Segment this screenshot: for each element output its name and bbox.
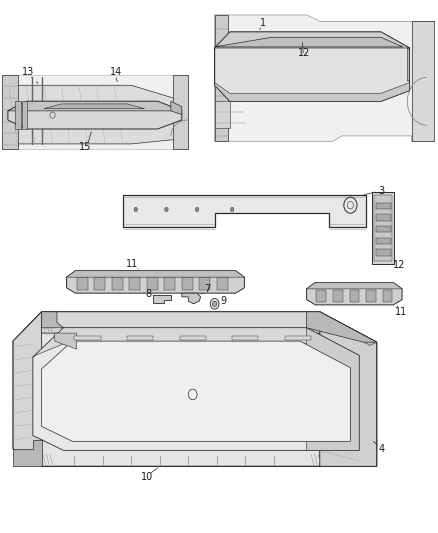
Polygon shape bbox=[15, 101, 21, 129]
Bar bbox=[217, 277, 228, 290]
Polygon shape bbox=[215, 15, 434, 141]
Text: 11: 11 bbox=[395, 307, 407, 317]
Polygon shape bbox=[13, 312, 42, 466]
Polygon shape bbox=[374, 195, 392, 261]
Text: 10: 10 bbox=[141, 472, 153, 482]
Polygon shape bbox=[412, 21, 434, 141]
Polygon shape bbox=[8, 101, 182, 129]
Polygon shape bbox=[320, 312, 377, 466]
Polygon shape bbox=[407, 48, 410, 81]
Circle shape bbox=[210, 298, 219, 309]
Circle shape bbox=[134, 207, 138, 212]
Polygon shape bbox=[171, 101, 182, 115]
Bar bbox=[366, 290, 376, 302]
Polygon shape bbox=[2, 75, 188, 149]
Polygon shape bbox=[67, 271, 244, 293]
Bar bbox=[376, 238, 391, 244]
Bar bbox=[199, 277, 210, 290]
Text: 15: 15 bbox=[79, 142, 92, 152]
Text: 11: 11 bbox=[126, 260, 138, 269]
Text: 4: 4 bbox=[379, 444, 385, 454]
Polygon shape bbox=[22, 101, 27, 129]
Polygon shape bbox=[153, 295, 171, 303]
Text: 3: 3 bbox=[378, 187, 384, 196]
Polygon shape bbox=[307, 282, 402, 289]
Polygon shape bbox=[2, 75, 18, 149]
Text: 1: 1 bbox=[260, 18, 266, 28]
Bar bbox=[350, 290, 359, 302]
Polygon shape bbox=[215, 32, 410, 101]
Polygon shape bbox=[67, 271, 244, 277]
Polygon shape bbox=[42, 341, 350, 441]
Polygon shape bbox=[123, 195, 366, 227]
Text: 12: 12 bbox=[298, 49, 311, 58]
Polygon shape bbox=[33, 328, 359, 357]
Polygon shape bbox=[173, 75, 188, 149]
Text: 7: 7 bbox=[204, 285, 210, 294]
Circle shape bbox=[230, 207, 234, 212]
Polygon shape bbox=[313, 312, 377, 345]
Polygon shape bbox=[13, 312, 377, 466]
Polygon shape bbox=[44, 104, 145, 109]
Polygon shape bbox=[232, 336, 258, 340]
Polygon shape bbox=[33, 328, 359, 450]
Text: 12: 12 bbox=[393, 261, 406, 270]
Bar bbox=[94, 277, 105, 290]
Polygon shape bbox=[4, 85, 184, 144]
Bar bbox=[77, 277, 88, 290]
Polygon shape bbox=[180, 336, 206, 340]
Text: 14: 14 bbox=[110, 68, 122, 77]
Bar bbox=[376, 203, 391, 209]
Polygon shape bbox=[127, 336, 153, 340]
Polygon shape bbox=[74, 336, 101, 340]
Polygon shape bbox=[307, 328, 359, 450]
Bar bbox=[164, 277, 175, 290]
Polygon shape bbox=[307, 312, 377, 342]
Polygon shape bbox=[13, 312, 377, 342]
Polygon shape bbox=[13, 440, 42, 466]
Bar bbox=[376, 249, 391, 256]
Polygon shape bbox=[42, 312, 64, 328]
Polygon shape bbox=[8, 101, 182, 111]
Bar bbox=[112, 277, 123, 290]
Polygon shape bbox=[215, 83, 410, 101]
Polygon shape bbox=[55, 333, 77, 349]
Bar bbox=[147, 277, 158, 290]
Bar bbox=[182, 277, 193, 290]
Bar bbox=[316, 290, 326, 302]
Polygon shape bbox=[372, 192, 394, 264]
Polygon shape bbox=[215, 101, 230, 128]
Bar bbox=[333, 290, 343, 302]
Polygon shape bbox=[182, 293, 201, 304]
Circle shape bbox=[195, 207, 199, 212]
Bar bbox=[376, 226, 391, 232]
Text: 9: 9 bbox=[220, 296, 226, 305]
Bar bbox=[376, 214, 391, 221]
Polygon shape bbox=[215, 37, 403, 47]
Circle shape bbox=[165, 207, 168, 212]
Text: 13: 13 bbox=[22, 68, 35, 77]
Polygon shape bbox=[307, 282, 402, 305]
Polygon shape bbox=[285, 336, 311, 340]
Polygon shape bbox=[215, 15, 228, 141]
Text: 8: 8 bbox=[145, 289, 151, 298]
Circle shape bbox=[212, 301, 217, 306]
Bar bbox=[129, 277, 140, 290]
Bar bbox=[383, 290, 392, 302]
Polygon shape bbox=[215, 32, 410, 48]
